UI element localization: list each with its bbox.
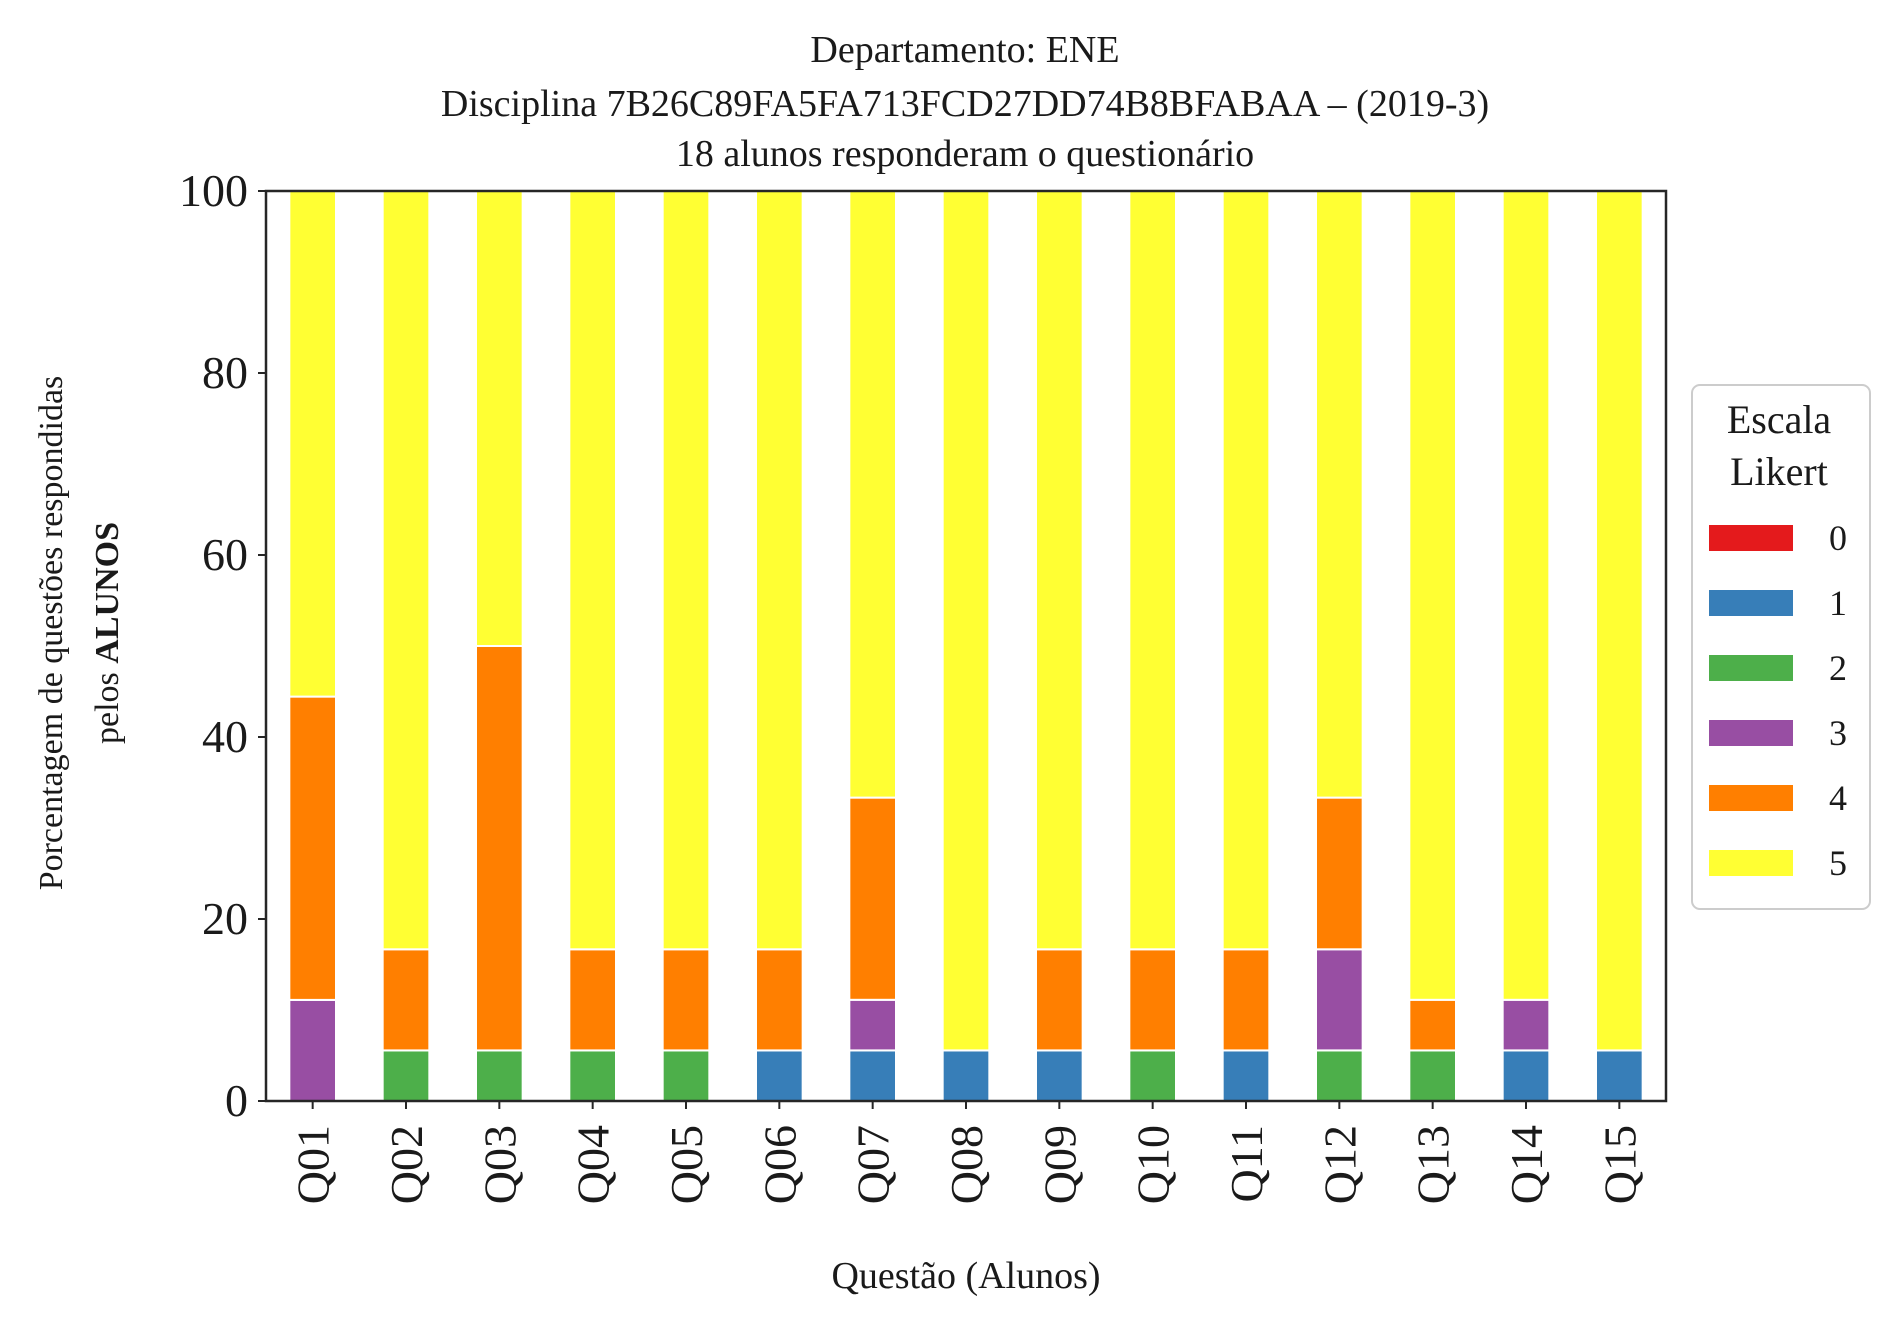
bar-segment-q03-likert-2 <box>475 1049 524 1103</box>
legend-swatch-0 <box>1709 525 1793 551</box>
bar-segment-q09-likert-4 <box>1035 948 1084 1052</box>
bar-segment-q15-likert-1 <box>1595 1049 1644 1103</box>
x-tick-label-q12: Q12 <box>1314 1125 1365 1204</box>
bar-segment-q07-likert-5 <box>848 189 897 799</box>
x-tick-label-q04: Q04 <box>568 1125 619 1204</box>
x-tick-label-q10: Q10 <box>1128 1125 1179 1204</box>
legend-label-0: 0 <box>1829 518 1847 558</box>
bar-segment-q04-likert-4 <box>568 948 617 1052</box>
bar-segment-q11-likert-1 <box>1221 1049 1271 1103</box>
legend: Escala Likert 0 1 2 3 4 5 <box>1691 384 1871 910</box>
bar-segment-q10-likert-5 <box>1128 190 1178 951</box>
legend-swatch-1 <box>1709 590 1793 616</box>
y-tick-label: 100 <box>179 165 248 216</box>
y-axis-label-line-1: Porcentagem de questões respondidas <box>33 376 70 891</box>
legend-label-4: 4 <box>1829 778 1847 818</box>
bar-segment-q13-likert-5 <box>1408 189 1458 1001</box>
legend-swatch-2 <box>1709 655 1793 681</box>
bar-segment-q11-likert-4 <box>1221 948 1271 1052</box>
bar-segment-q03-likert-4 <box>475 645 524 1052</box>
legend-items: 0 1 2 3 4 5 <box>1709 518 1847 883</box>
legend-swatch-4 <box>1709 785 1793 811</box>
bar-segment-q11-likert-5 <box>1221 190 1271 951</box>
bar-segment-q08-likert-5 <box>941 190 991 1052</box>
bar-segment-q01-likert-5 <box>288 190 338 698</box>
bars-layer <box>288 189 1644 1103</box>
title-line-2: Disciplina 7B26C89FA5FA713FCD27DD74B8BFA… <box>441 83 1489 125</box>
y-axis-label: Porcentagem de questões respondidas pelo… <box>33 376 126 891</box>
bar-segment-q08-likert-1 <box>941 1049 991 1103</box>
bar-segment-q05-likert-2 <box>661 1049 711 1103</box>
bar-segment-q12-likert-5 <box>1315 189 1364 799</box>
y-axis-label-prefix: pelos <box>89 664 126 744</box>
x-tick-label-q08: Q08 <box>941 1125 992 1204</box>
x-axis-ticks: Q01 Q02 Q03 Q04 Q05 Q06 Q07 Q08 Q09 Q10 Q11 Q12 Q13 Q… <box>288 1101 1645 1204</box>
bar-segment-q02-likert-4 <box>381 948 431 1052</box>
bar-segment-q09-likert-5 <box>1035 190 1084 951</box>
bar-segment-q07-likert-3 <box>848 998 897 1052</box>
legend-title-line-2: Likert <box>1730 449 1828 494</box>
bar-segment-q05-likert-4 <box>661 948 711 1052</box>
bar-segment-q12-likert-4 <box>1315 796 1364 951</box>
x-tick-label-q03: Q03 <box>474 1125 525 1204</box>
y-axis-label-bold: ALUNOS <box>89 522 126 664</box>
bar-segment-q04-likert-2 <box>568 1049 617 1103</box>
y-tick-label: 20 <box>202 893 248 944</box>
bar-segment-q02-likert-5 <box>381 190 431 951</box>
x-tick-label-q02: Q02 <box>381 1125 432 1204</box>
title-line-3: 18 alunos responderam o questionário <box>676 133 1254 175</box>
x-tick-label-q05: Q05 <box>661 1125 712 1204</box>
x-tick-label-q06: Q06 <box>754 1125 805 1204</box>
chart-title: Departamento: ENE Disciplina 7B26C89FA5F… <box>441 29 1489 175</box>
bar-segment-q06-likert-5 <box>755 190 804 951</box>
bar-segment-q05-likert-5 <box>661 190 711 951</box>
y-tick-label: 0 <box>225 1075 248 1126</box>
bar-segment-q14-likert-5 <box>1501 189 1551 1001</box>
bar-segment-q03-likert-5 <box>475 190 524 647</box>
bar-segment-q13-likert-2 <box>1408 1049 1458 1103</box>
bar-segment-q01-likert-3 <box>288 998 338 1102</box>
legend-label-3: 3 <box>1829 713 1847 753</box>
legend-swatch-3 <box>1709 720 1793 746</box>
bar-segment-q14-likert-1 <box>1501 1049 1551 1103</box>
bar-segment-q06-likert-4 <box>755 948 804 1052</box>
y-axis-ticks: 0 20 40 60 80 100 <box>179 165 266 1126</box>
bar-segment-q01-likert-4 <box>288 695 338 1001</box>
legend-title-line-1: Escala <box>1727 397 1832 442</box>
x-tick-label-q07: Q07 <box>848 1125 899 1204</box>
x-tick-label-q09: Q09 <box>1034 1125 1085 1204</box>
y-tick-label: 80 <box>202 347 248 398</box>
y-tick-label: 60 <box>202 529 248 580</box>
legend-swatch-5 <box>1709 850 1793 876</box>
bar-segment-q06-likert-1 <box>755 1049 804 1103</box>
bar-segment-q07-likert-1 <box>848 1049 897 1103</box>
x-tick-label-q14: Q14 <box>1501 1125 1552 1204</box>
legend-frame <box>1691 384 1871 910</box>
bar-segment-q10-likert-4 <box>1128 948 1178 1052</box>
title-line-1: Departamento: ENE <box>810 29 1119 71</box>
legend-label-2: 2 <box>1829 648 1847 688</box>
bar-segment-q14-likert-3 <box>1501 998 1551 1052</box>
x-tick-label-q15: Q15 <box>1594 1125 1645 1204</box>
y-axis-label-line-2: pelos ALUNOS <box>89 522 126 744</box>
bar-segment-q04-likert-5 <box>568 190 617 951</box>
x-tick-label-q01: Q01 <box>288 1125 339 1204</box>
x-tick-label-q13: Q13 <box>1408 1125 1459 1204</box>
bar-segment-q12-likert-2 <box>1315 1049 1364 1103</box>
bar-segment-q07-likert-4 <box>848 796 897 1001</box>
bar-segment-q09-likert-1 <box>1035 1049 1084 1103</box>
legend-label-5: 5 <box>1829 843 1847 883</box>
legend-label-1: 1 <box>1829 583 1847 623</box>
bar-segment-q15-likert-5 <box>1595 190 1644 1052</box>
x-axis-label: Questão (Alunos) <box>831 1255 1100 1297</box>
x-tick-label-q11: Q11 <box>1221 1125 1272 1203</box>
bar-segment-q13-likert-4 <box>1408 998 1458 1052</box>
bar-segment-q10-likert-2 <box>1128 1049 1178 1103</box>
bar-segment-q12-likert-3 <box>1315 948 1364 1052</box>
y-tick-label: 40 <box>202 711 248 762</box>
bar-segment-q02-likert-2 <box>381 1049 431 1103</box>
